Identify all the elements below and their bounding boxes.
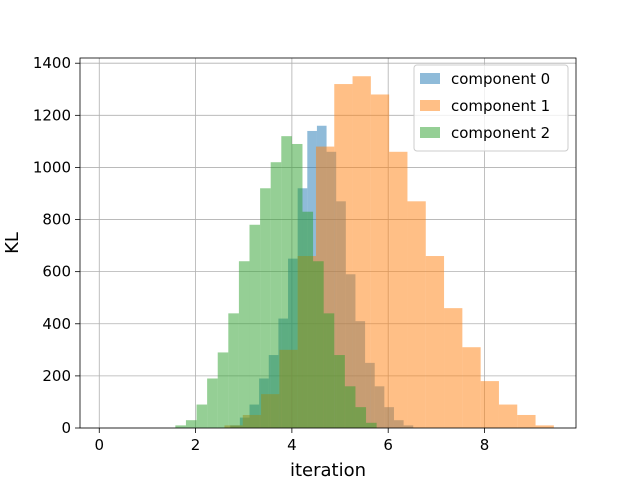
x-tick-label: 2 <box>191 436 201 454</box>
histogram-bar <box>370 94 390 428</box>
x-tick-label: 4 <box>287 436 297 454</box>
histogram-bar <box>281 136 292 429</box>
histogram-bar <box>498 404 518 428</box>
histogram-bar <box>535 425 554 428</box>
legend-box <box>413 64 569 152</box>
histogram-bar <box>270 162 282 429</box>
legend: component 0 component 1 component 2 <box>413 64 569 152</box>
y-axis-ticks: 0 200 400 600 800 1000 1200 1400 <box>33 54 80 437</box>
x-axis-label: iteration <box>290 460 366 480</box>
legend-label-component-1: component 1 <box>451 97 550 115</box>
histogram-bar <box>389 151 408 429</box>
legend-label-component-2: component 2 <box>451 124 550 142</box>
histogram-bar <box>355 407 367 428</box>
histogram-bar <box>425 256 445 428</box>
histogram-bar <box>207 378 218 428</box>
histogram-bar <box>185 420 197 428</box>
histogram-bar <box>462 347 481 428</box>
y-tick-label: 1000 <box>33 158 71 176</box>
series-component-2 <box>175 136 377 429</box>
histogram-bar <box>291 143 303 429</box>
legend-swatch-component-0 <box>420 73 440 84</box>
histogram-bar <box>175 425 186 428</box>
legend-swatch-component-2 <box>420 127 440 138</box>
legend-swatch-component-1 <box>420 100 440 111</box>
histogram-bar <box>217 352 229 428</box>
histogram-bar <box>238 261 250 428</box>
histogram-bar <box>302 211 314 428</box>
legend-label-component-0: component 0 <box>451 70 550 88</box>
x-tick-label: 6 <box>383 436 393 454</box>
y-tick-label: 200 <box>42 367 71 385</box>
y-axis-label: KL <box>2 232 23 254</box>
y-tick-label: 600 <box>42 263 71 281</box>
histogram-bar <box>352 76 371 428</box>
histogram-bar <box>323 313 335 428</box>
x-tick-label: 8 <box>480 436 490 454</box>
histogram-bar <box>260 188 271 428</box>
y-tick-label: 1400 <box>33 54 71 72</box>
histogram-bar <box>366 422 377 428</box>
histogram-bar <box>334 355 345 428</box>
histogram-bar <box>249 224 261 428</box>
histogram-bar <box>313 261 324 428</box>
histogram-bar <box>228 313 239 428</box>
histogram-bar <box>344 386 356 428</box>
y-tick-label: 800 <box>42 211 71 229</box>
histogram-bars <box>175 76 554 429</box>
histogram-bar <box>444 308 463 428</box>
y-tick-label: 400 <box>42 315 71 333</box>
histogram-bar <box>480 381 499 428</box>
y-tick-label: 1200 <box>33 106 71 124</box>
histogram-bar <box>517 414 536 428</box>
y-tick-label: 0 <box>61 419 71 437</box>
histogram-bar <box>334 84 353 428</box>
histogram-bar <box>407 201 426 428</box>
x-tick-label: 0 <box>94 436 104 454</box>
histogram-bar <box>196 404 208 428</box>
plot-frame <box>79 57 577 429</box>
x-axis-ticks: 0 2 4 6 8 <box>94 428 489 454</box>
